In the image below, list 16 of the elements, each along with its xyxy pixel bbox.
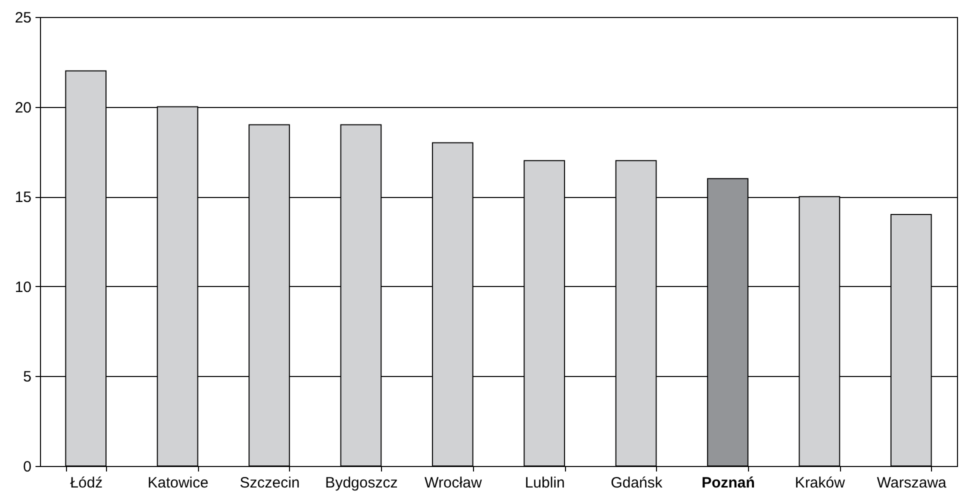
x-tick-label: Poznań [702,474,755,492]
x-tick-label: Bydgoszcz [325,474,398,492]
y-tick-label: 20 [14,99,32,116]
x-tick-label: Warszawa [876,474,948,492]
x-tick-label: Kraków [794,474,846,492]
x-tick-label: Lublin [524,474,565,492]
x-tick-label: Łódź [70,474,103,492]
x-tick-label: Szczecin [240,474,300,492]
y-tick-label: 0 [23,458,32,476]
y-tick-label: 10 [14,278,32,296]
x-tick-label: Wrocław [424,474,482,492]
x-tick-label: Gdańsk [610,474,663,492]
x-tick-label: Katowice [148,474,208,492]
y-tick-label: 15 [14,189,32,206]
y-tick-label: 5 [23,368,32,386]
y-tick-label: 25 [14,10,32,26]
